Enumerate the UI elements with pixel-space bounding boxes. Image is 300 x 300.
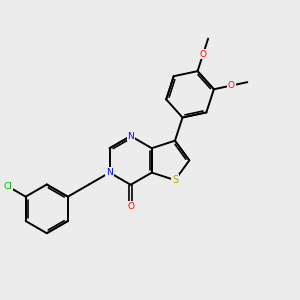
Text: O: O xyxy=(228,81,235,90)
Text: N: N xyxy=(127,131,134,140)
Text: O: O xyxy=(200,50,207,59)
Text: N: N xyxy=(106,168,113,177)
Text: O: O xyxy=(200,50,207,59)
Text: O: O xyxy=(127,202,134,211)
Text: Cl: Cl xyxy=(4,182,13,191)
Text: O: O xyxy=(228,81,235,90)
Text: S: S xyxy=(172,175,178,185)
